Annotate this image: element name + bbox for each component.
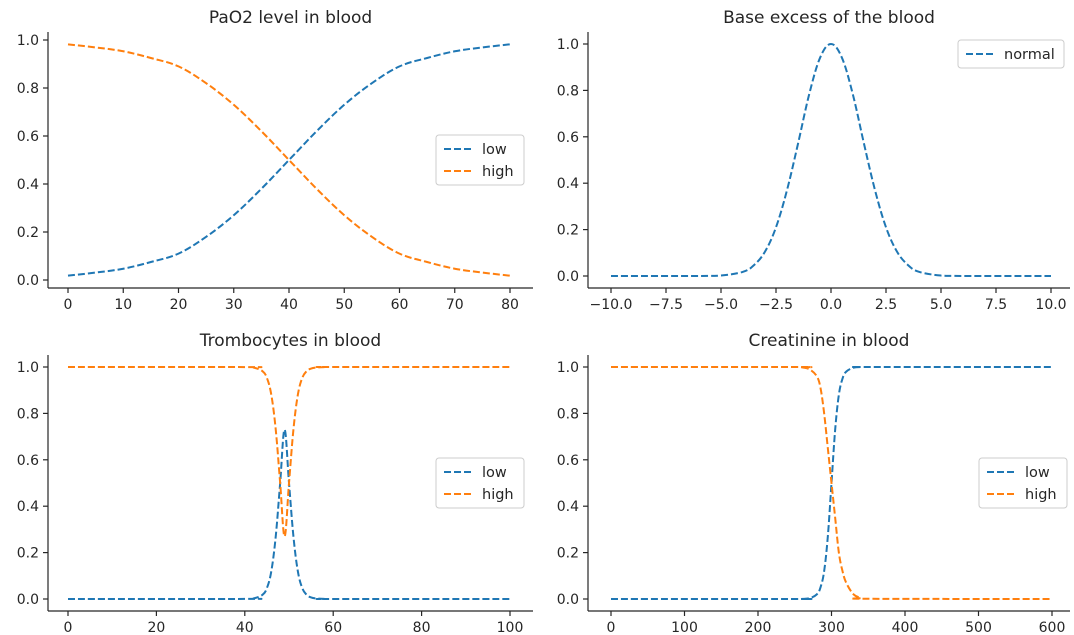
chart-1-y-tick-label: 0.4	[17, 177, 39, 193]
chart-2-x-tick-label: −2.5	[759, 297, 793, 313]
chart-4-y-tick-label: 0.4	[557, 499, 579, 515]
chart-2-y-tick-label: 0.6	[557, 130, 579, 146]
chart-2-x-tick-label: −10.0	[590, 297, 633, 313]
chart-2-y-tick-label: 0.8	[557, 83, 579, 99]
chart-2-x-tick-label: 5.0	[930, 297, 952, 313]
chart-2-y-tick-label: 0.4	[557, 176, 579, 192]
chart-1-x-tick-label: 70	[446, 297, 464, 313]
chart-3-legend-box	[435, 457, 525, 509]
chart-3-y-tick-label: 0.6	[17, 453, 39, 469]
chart-1-panel: PaO2 level in blood 0.0 0.2 0.4 0.6 0.8 1.0 0 10…	[17, 8, 533, 313]
chart-1-x-tick-label: 10	[114, 297, 132, 313]
chart-2-title: Base excess of the blood	[723, 8, 935, 28]
chart-4-x-tick-label: 0	[607, 620, 616, 635]
chart-1-x-tick-label: 60	[391, 297, 409, 313]
chart-4-x-tick-label: 600	[1039, 620, 1066, 635]
chart-2-series-normal-line	[610, 42, 1052, 277]
chart-1-y-tick-label: 0.6	[17, 129, 39, 145]
chart-2-x-tick-label: −5.0	[704, 297, 738, 313]
chart-2-panel: Base excess of the blood 0.0 0.2 0.4 0.6 0.8 1…	[557, 8, 1070, 313]
chart-3-x-tick-label: 20	[147, 620, 165, 635]
chart-4-x-tick-label: 300	[818, 620, 845, 635]
chart-2-legend-box	[957, 39, 1065, 69]
chart-1-x-tick-label: 30	[225, 297, 243, 313]
chart-2-x-tick-label: 10.0	[1035, 297, 1066, 313]
chart-3-x-tick-label: 60	[324, 620, 342, 635]
chart-1-y-tick-label: 0.2	[17, 225, 39, 241]
chart-1-y-tick-label: 1.0	[17, 33, 39, 49]
chart-3-series-high-line	[67, 365, 510, 538]
chart-2-y-tick-label: 0.0	[557, 269, 579, 285]
chart-4-y-tick-label: 0.8	[557, 406, 579, 422]
chart-1-series-low-line	[67, 43, 511, 277]
chart-3-y-tick-label: 0.0	[17, 592, 39, 608]
chart-3-legend: low high	[435, 457, 525, 509]
chart-1-title: PaO2 level in blood	[209, 8, 372, 28]
chart-4-panel: Creatinine in blood 0.0 0.2 0.4 0.6 0.8 1.0 0 10…	[557, 331, 1070, 635]
chart-3-series-low-line	[67, 428, 510, 601]
chart-4-legend-label-high: high	[1025, 487, 1057, 503]
chart-2-legend: normal	[957, 39, 1065, 69]
chart-1-legend: low high	[435, 134, 525, 186]
chart-3-y-tick-label: 1.0	[17, 360, 39, 376]
chart-4-y-tick-label: 0.0	[557, 592, 579, 608]
chart-1-legend-label-low: low	[482, 142, 507, 158]
chart-4-x-tick-label: 200	[745, 620, 772, 635]
chart-4-legend-box	[978, 457, 1068, 509]
chart-3-x-tick-label: 40	[236, 620, 254, 635]
chart-4-title: Creatinine in blood	[749, 331, 910, 351]
chart-4-legend-label-low: low	[1025, 465, 1050, 481]
chart-2-y-tick-label: 0.2	[557, 223, 579, 239]
chart-2-x-tick-label: −7.5	[649, 297, 683, 313]
chart-1-x-tick-label: 80	[501, 297, 519, 313]
chart-3-y-tick-label: 0.8	[17, 406, 39, 422]
chart-4-y-tick-label: 1.0	[557, 360, 579, 376]
chart-4-series-low-line	[610, 365, 1052, 600]
chart-4-y-tick-label: 0.2	[557, 546, 579, 562]
chart-3-panel: Trombocytes in blood 0.0 0.2 0.4 0.6 0.8 1.0 0 2…	[17, 331, 533, 635]
chart-4-legend: low high	[978, 457, 1068, 509]
chart-1-legend-label-high: high	[482, 164, 514, 180]
chart-2-y-tick-label: 1.0	[557, 37, 579, 53]
chart-3-y-tick-label: 0.2	[17, 546, 39, 562]
chart-1-x-tick-label: 20	[170, 297, 188, 313]
chart-3-legend-label-low: low	[482, 465, 507, 481]
chart-3-x-tick-label: 100	[497, 620, 524, 635]
chart-4-x-tick-label: 500	[965, 620, 992, 635]
chart-1-legend-box	[435, 134, 525, 186]
chart-1-x-tick-label: 0	[64, 297, 73, 313]
chart-4-x-tick-label: 100	[671, 620, 698, 635]
chart-3-legend-label-high: high	[482, 487, 514, 503]
chart-4-x-tick-label: 400	[892, 620, 919, 635]
chart-2-x-tick-label: 7.5	[985, 297, 1007, 313]
chart-1-series-high-line	[67, 43, 511, 277]
chart-4-series-high-line	[610, 366, 1053, 600]
chart-3-y-tick-label: 0.4	[17, 499, 39, 515]
chart-3-x-tick-label: 0	[64, 620, 73, 635]
chart-3-x-tick-label: 80	[413, 620, 431, 635]
chart-1-y-tick-label: 0.0	[17, 273, 39, 289]
chart-2-x-tick-label: 0.0	[820, 297, 842, 313]
chart-2-x-tick-label: 2.5	[875, 297, 897, 313]
chart-1-x-tick-label: 40	[280, 297, 298, 313]
chart-1-x-tick-label: 50	[335, 297, 353, 313]
chart-1-y-tick-label: 0.8	[17, 81, 39, 97]
chart-2-legend-label-normal: normal	[1004, 47, 1055, 63]
chart-4-y-tick-label: 0.6	[557, 453, 579, 469]
chart-3-title: Trombocytes in blood	[199, 331, 381, 351]
